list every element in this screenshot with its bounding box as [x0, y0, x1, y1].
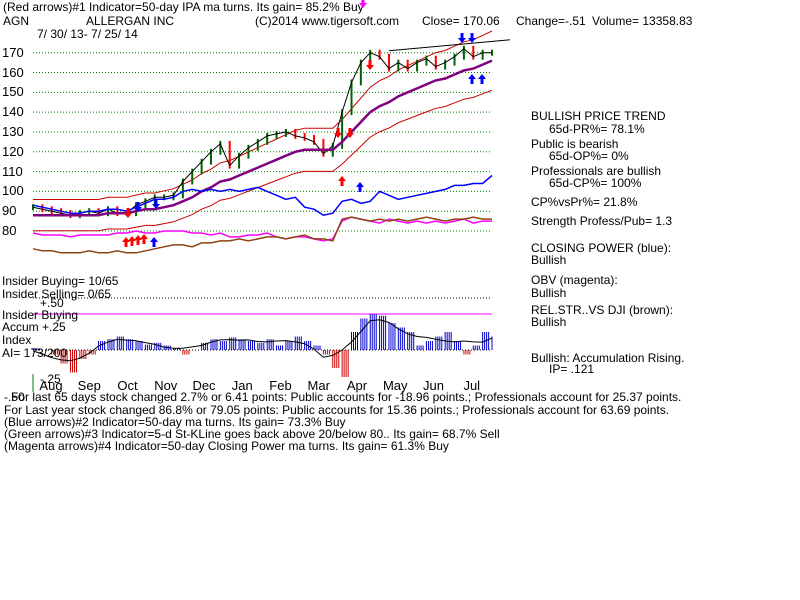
y-tick-label-110: 110 [2, 163, 23, 179]
ai-value: AI= 173/200 [2, 346, 68, 360]
cp-vs-pr-value: CP%vsPr%= 21.8% [531, 195, 638, 209]
red-signal-arrow [140, 234, 148, 244]
y-tick-label-150: 150 [2, 84, 24, 100]
accumulation-ip-value: IP= .121 [549, 362, 595, 376]
change-value: Change=-.51 [516, 14, 586, 28]
ticker-symbol: AGN [3, 14, 30, 28]
y-tick-label-80: 80 [2, 223, 17, 238]
accumulation-title: Bullish: Accumulation Rising. [531, 351, 685, 365]
x-tick-label-jul: Jul [463, 378, 481, 393]
y-tick-label-140: 140 [2, 104, 24, 120]
x-tick-label-nov: Nov [154, 378, 178, 393]
insider-buying-label-2: Insider Buying [2, 308, 79, 322]
x-tick-label-apr: Apr [346, 378, 368, 393]
close-value: Close= 170.06 [422, 14, 500, 28]
y-tick-label-100: 100 [2, 183, 24, 199]
volume-value: Volume= 13358.83 [592, 14, 693, 28]
red-arrows-indicator-line: (Red arrows)#1 Indicator=50-day IPA ma t… [3, 0, 364, 14]
red-signal-arrow [366, 60, 374, 70]
relstr-status: Bullish [531, 315, 567, 329]
blue-signal-arrow [152, 199, 160, 209]
closing-power-title: CLOSING POWER (blue): [531, 241, 672, 255]
blue-arrows-indicator-line: (Blue arrows)#2 Indicator=50-day ma turn… [4, 415, 346, 429]
red-signal-arrow [128, 236, 136, 246]
x-tick-label-jun: Jun [423, 378, 444, 393]
red-signal-arrow [134, 235, 142, 245]
y-tick-label-160: 160 [2, 64, 24, 80]
blue-signal-arrow [468, 33, 476, 43]
accum-plus25-label: Accum +.25 [2, 320, 66, 334]
x-tick-label-aug: Aug [39, 378, 63, 393]
upper-band-line [33, 30, 493, 200]
company-name: ALLERGAN INC [86, 14, 175, 28]
red-signal-arrow [122, 237, 130, 247]
accum-ma-line [32, 319, 493, 362]
closing-power-status: Bullish [531, 253, 567, 267]
accum-plus50-label: +.50 [40, 296, 64, 310]
magenta-arrows-indicator-line: (Magenta arrows)#4 Indicator=50-day Clos… [4, 439, 449, 453]
relstr-title: REL.STR..VS DJI (brown): [531, 303, 674, 317]
x-tick-label-oct: Oct [117, 378, 138, 393]
obv-status: Bullish [531, 286, 567, 300]
y-tick-label-170: 170 [2, 44, 24, 60]
red-signal-arrow [334, 128, 342, 138]
x-tick-label-sep: Sep [77, 378, 101, 393]
y-tick-label-90: 90 [2, 203, 17, 219]
price-trend-value: 65d-PR%= 78.1% [549, 122, 645, 136]
blue-signal-arrow [134, 202, 142, 212]
x-tick-label-may: May [382, 378, 408, 393]
y-tick-label-130: 130 [2, 123, 24, 139]
x-tick-label-mar: Mar [307, 378, 330, 393]
copyright-text: (C)2014 www.tigersoft.com [255, 14, 400, 28]
blue-signal-arrow [478, 74, 486, 84]
red-signal-arrow [338, 176, 346, 186]
x-tick-label-dec: Dec [192, 378, 216, 393]
insider-buying-label: Insider Buying= 10/65 [2, 274, 119, 288]
red-signal-arrow [346, 128, 354, 138]
obv-line [32, 216, 492, 242]
magenta-signal-arrow [359, 0, 367, 8]
closing-power-line [32, 174, 493, 216]
blue-signal-arrow [150, 237, 158, 247]
price-trend-title: BULLISH PRICE TREND [531, 109, 666, 123]
professionals-title: Professionals are bullish [531, 164, 662, 178]
blue-signal-arrow [468, 74, 476, 84]
red-signal-arrow [124, 208, 132, 218]
index-label: Index [2, 333, 32, 347]
footer-65day-summary: For last 65 days stock changed 2.7% or 6… [11, 390, 682, 404]
blue-signal-arrow [458, 33, 466, 43]
public-title: Public is bearish [531, 137, 619, 151]
accum-minus50-label: -.50 [4, 390, 25, 404]
insider-selling-label: Insider Selling= 0/65 [2, 287, 112, 301]
ma50-line [33, 59, 493, 217]
x-tick-label-jan: Jan [231, 378, 253, 393]
professionals-value: 65d-CP%= 100% [549, 176, 642, 190]
lower-band-line [33, 89, 493, 232]
green-arrows-indicator-line: (Green arrows)#3 Indicator=5-d St-KLine … [4, 427, 500, 441]
strength-value: Strength Profess/Pub= 1.3 [531, 214, 673, 228]
date-range: 7/ 30/ 13- 7/ 25/ 14 [37, 27, 138, 41]
public-value: 65d-OP%= 0% [549, 149, 629, 163]
obv-title: OBV (magenta): [531, 273, 618, 287]
relstr-line [32, 216, 492, 254]
y-tick-label-120: 120 [2, 143, 24, 159]
blue-signal-arrow [356, 182, 364, 192]
x-tick-label-feb: Feb [269, 378, 292, 393]
footer-1year-summary: For Last year stock changed 86.8% or 79.… [4, 403, 670, 417]
resistance-line [388, 39, 511, 52]
accum-minus25-label: -.25 [40, 372, 61, 386]
